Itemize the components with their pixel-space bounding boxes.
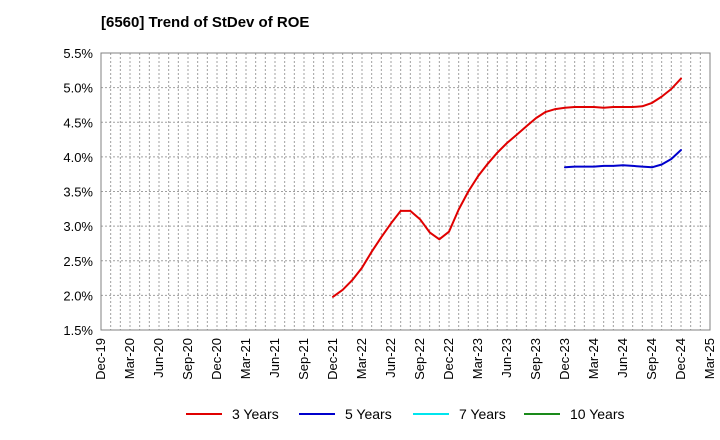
x-tick-label: Sep-23 (528, 338, 543, 380)
y-tick-label: 4.5% (63, 115, 93, 130)
x-tick-label: Jun-24 (615, 338, 630, 378)
legend-item-5-years: 5 Years (299, 406, 392, 422)
x-tick-label: Dec-23 (557, 338, 572, 380)
legend-swatch-3-years (186, 413, 222, 415)
y-tick-label: 2.5% (63, 254, 93, 269)
x-tick-label: Mar-24 (586, 338, 601, 379)
series-line-5-years (564, 149, 682, 169)
x-axis-ticks: Dec-19 Mar-20 Jun-20 Sep-20 Dec-20 Mar-21 Jun-… (93, 338, 717, 380)
x-tick-label: Sep-21 (296, 338, 311, 380)
legend-swatch-10-years (524, 413, 560, 415)
x-tick-label: Dec-24 (673, 338, 688, 380)
legend-swatch-7-years (413, 413, 449, 415)
x-tick-label: Dec-22 (441, 338, 456, 380)
x-tick-label: Mar-25 (702, 338, 717, 379)
y-tick-label: 3.5% (63, 185, 93, 200)
y-tick-label: 5.0% (63, 81, 93, 96)
y-axis-ticks: 1.5% 2.0% 2.5% 3.0% 3.5% 4.0% 4.5% 5.0% 5.5% (63, 46, 93, 338)
x-tick-label: Mar-20 (122, 338, 137, 379)
y-tick-label: 5.5% (63, 46, 93, 61)
legend: 3 Years 5 Years 7 Years 10 Years (0, 406, 720, 426)
legend-label-5-years: 5 Years (345, 406, 392, 422)
legend-label-10-years: 10 Years (570, 406, 625, 422)
grid (101, 53, 710, 330)
x-tick-label: Dec-20 (209, 338, 224, 380)
chart-title: [6560] Trend of StDev of ROE (101, 14, 310, 31)
x-tick-label: Mar-22 (354, 338, 369, 379)
y-tick-label: 2.0% (63, 288, 93, 303)
legend-swatch-5-years (299, 413, 335, 415)
legend-item-7-years: 7 Years (413, 406, 506, 422)
plot-frame (100, 52, 711, 331)
series-line-3-years (332, 77, 682, 298)
legend-item-10-years: 10 Years (524, 406, 625, 422)
y-tick-label: 1.5% (63, 323, 93, 338)
x-tick-label: Jun-21 (267, 338, 282, 378)
x-tick-label: Mar-23 (470, 338, 485, 379)
x-tick-label: Jun-23 (499, 338, 514, 378)
legend-label-7-years: 7 Years (459, 406, 506, 422)
x-tick-label: Sep-20 (180, 338, 195, 380)
x-tick-label: Jun-20 (151, 338, 166, 378)
x-tick-label: Mar-21 (238, 338, 253, 379)
y-tick-label: 4.0% (63, 150, 93, 165)
x-tick-label: Dec-21 (325, 338, 340, 380)
series-lines (332, 77, 682, 298)
legend-label-3-years: 3 Years (232, 406, 279, 422)
x-tick-label: Sep-24 (644, 338, 659, 380)
x-tick-label: Jun-22 (383, 338, 398, 378)
legend-item-3-years: 3 Years (186, 406, 279, 422)
y-tick-label: 3.0% (63, 219, 93, 234)
x-tick-label: Sep-22 (412, 338, 427, 380)
x-tick-label: Dec-19 (93, 338, 108, 380)
